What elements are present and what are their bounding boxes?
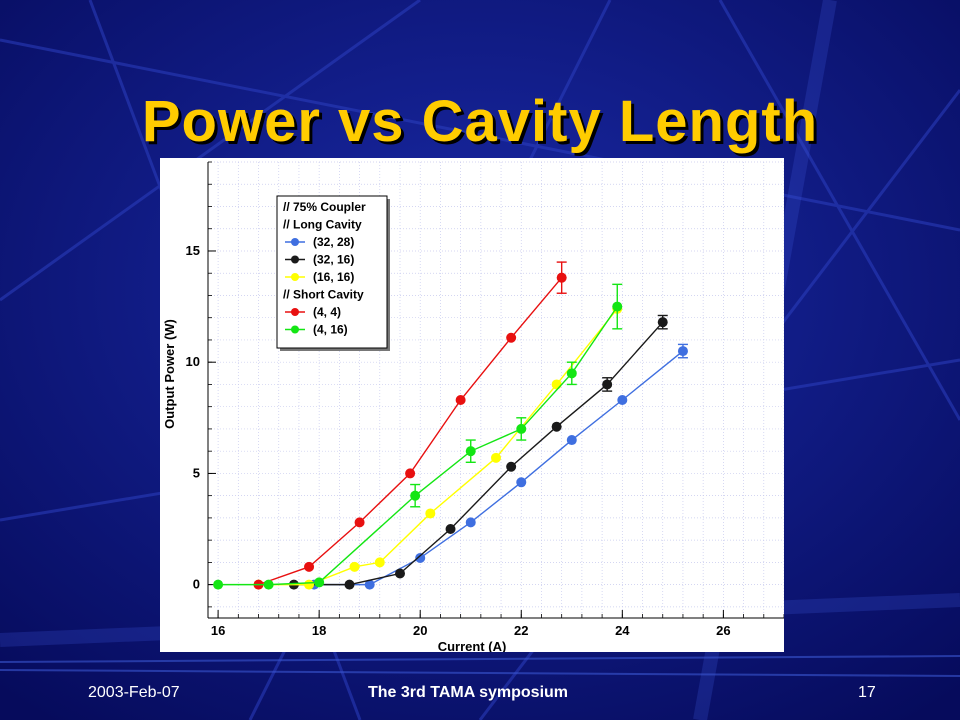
y-axis-label: Output Power (W): [162, 319, 177, 429]
series-line-4: [218, 306, 618, 586]
data-point: [354, 517, 365, 528]
legend-swatch-marker: [291, 308, 299, 316]
data-point: [263, 579, 274, 590]
data-point: [677, 346, 688, 357]
y-tick-label: 10: [186, 354, 200, 369]
data-point: [349, 561, 360, 572]
data-point: [551, 421, 562, 432]
footer-bands: [0, 655, 960, 677]
legend-label: (4, 16): [313, 323, 348, 337]
data-point: [617, 395, 628, 406]
legend-label: (16, 16): [313, 270, 354, 284]
y-tick-label: 15: [186, 243, 200, 258]
data-point: [516, 477, 527, 488]
data-point: [304, 579, 315, 590]
data-point: [344, 579, 355, 590]
footer-event: The 3rd TAMA symposium: [368, 684, 569, 701]
data-point: [213, 579, 224, 590]
legend-header: // Short Cavity: [283, 288, 364, 302]
data-point: [455, 395, 466, 406]
y-tick-label: 5: [193, 465, 200, 480]
data-point: [374, 557, 385, 568]
x-tick-label: 18: [312, 623, 326, 638]
legend: [276, 195, 388, 349]
data-point: [410, 490, 421, 501]
chart-panel: 16 18 20 22 24 26 0 5 10 15 Current (A) Output Powe…: [160, 158, 784, 652]
data-point: [364, 579, 375, 590]
legend-label: (32, 28): [313, 235, 354, 249]
x-tick-label: 24: [615, 623, 630, 638]
x-tick-label: 26: [716, 623, 730, 638]
legend-swatch-marker: [291, 325, 299, 334]
data-point: [314, 577, 325, 588]
x-tick-label: 16: [211, 623, 225, 638]
data-point: [415, 552, 426, 563]
legend-label: (32, 16): [313, 253, 354, 267]
legend-swatch-marker: [291, 255, 299, 264]
page-number: 17: [858, 684, 876, 701]
legend-header: // 75% Coupler: [283, 200, 366, 214]
y-tick-label: 0: [193, 577, 200, 592]
slide-title: Power vs Cavity Length: [141, 89, 819, 154]
data-point: [395, 568, 405, 579]
x-tick-label: 20: [413, 623, 427, 638]
data-point: [551, 379, 562, 390]
data-point: [566, 435, 577, 446]
data-point: [506, 332, 517, 343]
data-point: [465, 517, 476, 528]
legend-label: (4, 4): [313, 305, 341, 319]
legend-header: // Long Cavity: [283, 218, 362, 232]
legend-swatch-marker: [291, 273, 299, 281]
series-line-0: [314, 350, 684, 586]
data-point: [602, 379, 613, 390]
data-point: [612, 301, 623, 312]
footer-date: 2003-Feb-07: [88, 684, 180, 701]
x-tick-label: 22: [514, 623, 528, 638]
legend-swatch-marker: [291, 238, 299, 246]
data-point: [491, 452, 501, 463]
data-point: [556, 272, 567, 283]
power-vs-current-chart: 16 18 20 22 24 26 0 5 10 15 Current (A) Output Powe…: [162, 161, 784, 652]
data-point: [506, 461, 517, 472]
data-point: [445, 524, 456, 535]
data-point: [657, 317, 668, 328]
data-point: [304, 561, 315, 572]
data-point: [516, 423, 527, 434]
series-line-1: [293, 321, 664, 586]
x-axis-label: Current (A): [438, 639, 507, 652]
data-point: [425, 508, 436, 519]
data-point: [566, 368, 577, 379]
data-point: [405, 468, 416, 479]
data-point: [465, 446, 476, 457]
